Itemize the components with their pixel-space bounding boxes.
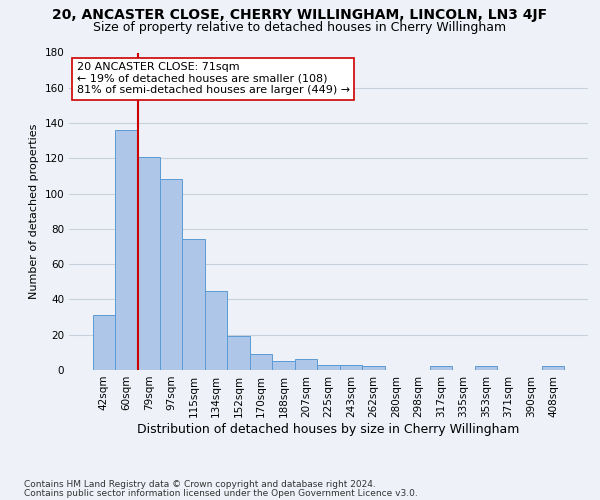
Bar <box>227 336 250 370</box>
Y-axis label: Number of detached properties: Number of detached properties <box>29 124 39 299</box>
Bar <box>137 156 160 370</box>
Bar <box>362 366 385 370</box>
Bar <box>542 366 565 370</box>
Bar <box>92 316 115 370</box>
Text: Size of property relative to detached houses in Cherry Willingham: Size of property relative to detached ho… <box>94 21 506 34</box>
Bar <box>115 130 137 370</box>
Text: Contains HM Land Registry data © Crown copyright and database right 2024.: Contains HM Land Registry data © Crown c… <box>24 480 376 489</box>
Bar <box>205 290 227 370</box>
Bar <box>475 366 497 370</box>
Bar <box>295 360 317 370</box>
Text: Contains public sector information licensed under the Open Government Licence v3: Contains public sector information licen… <box>24 488 418 498</box>
Text: 20, ANCASTER CLOSE, CHERRY WILLINGHAM, LINCOLN, LN3 4JF: 20, ANCASTER CLOSE, CHERRY WILLINGHAM, L… <box>52 8 548 22</box>
Bar <box>182 240 205 370</box>
X-axis label: Distribution of detached houses by size in Cherry Willingham: Distribution of detached houses by size … <box>137 422 520 436</box>
Bar <box>160 180 182 370</box>
Bar <box>317 364 340 370</box>
Bar <box>430 366 452 370</box>
Bar <box>272 361 295 370</box>
Bar <box>250 354 272 370</box>
Text: 20 ANCASTER CLOSE: 71sqm
← 19% of detached houses are smaller (108)
81% of semi-: 20 ANCASTER CLOSE: 71sqm ← 19% of detach… <box>77 62 350 95</box>
Bar <box>340 364 362 370</box>
